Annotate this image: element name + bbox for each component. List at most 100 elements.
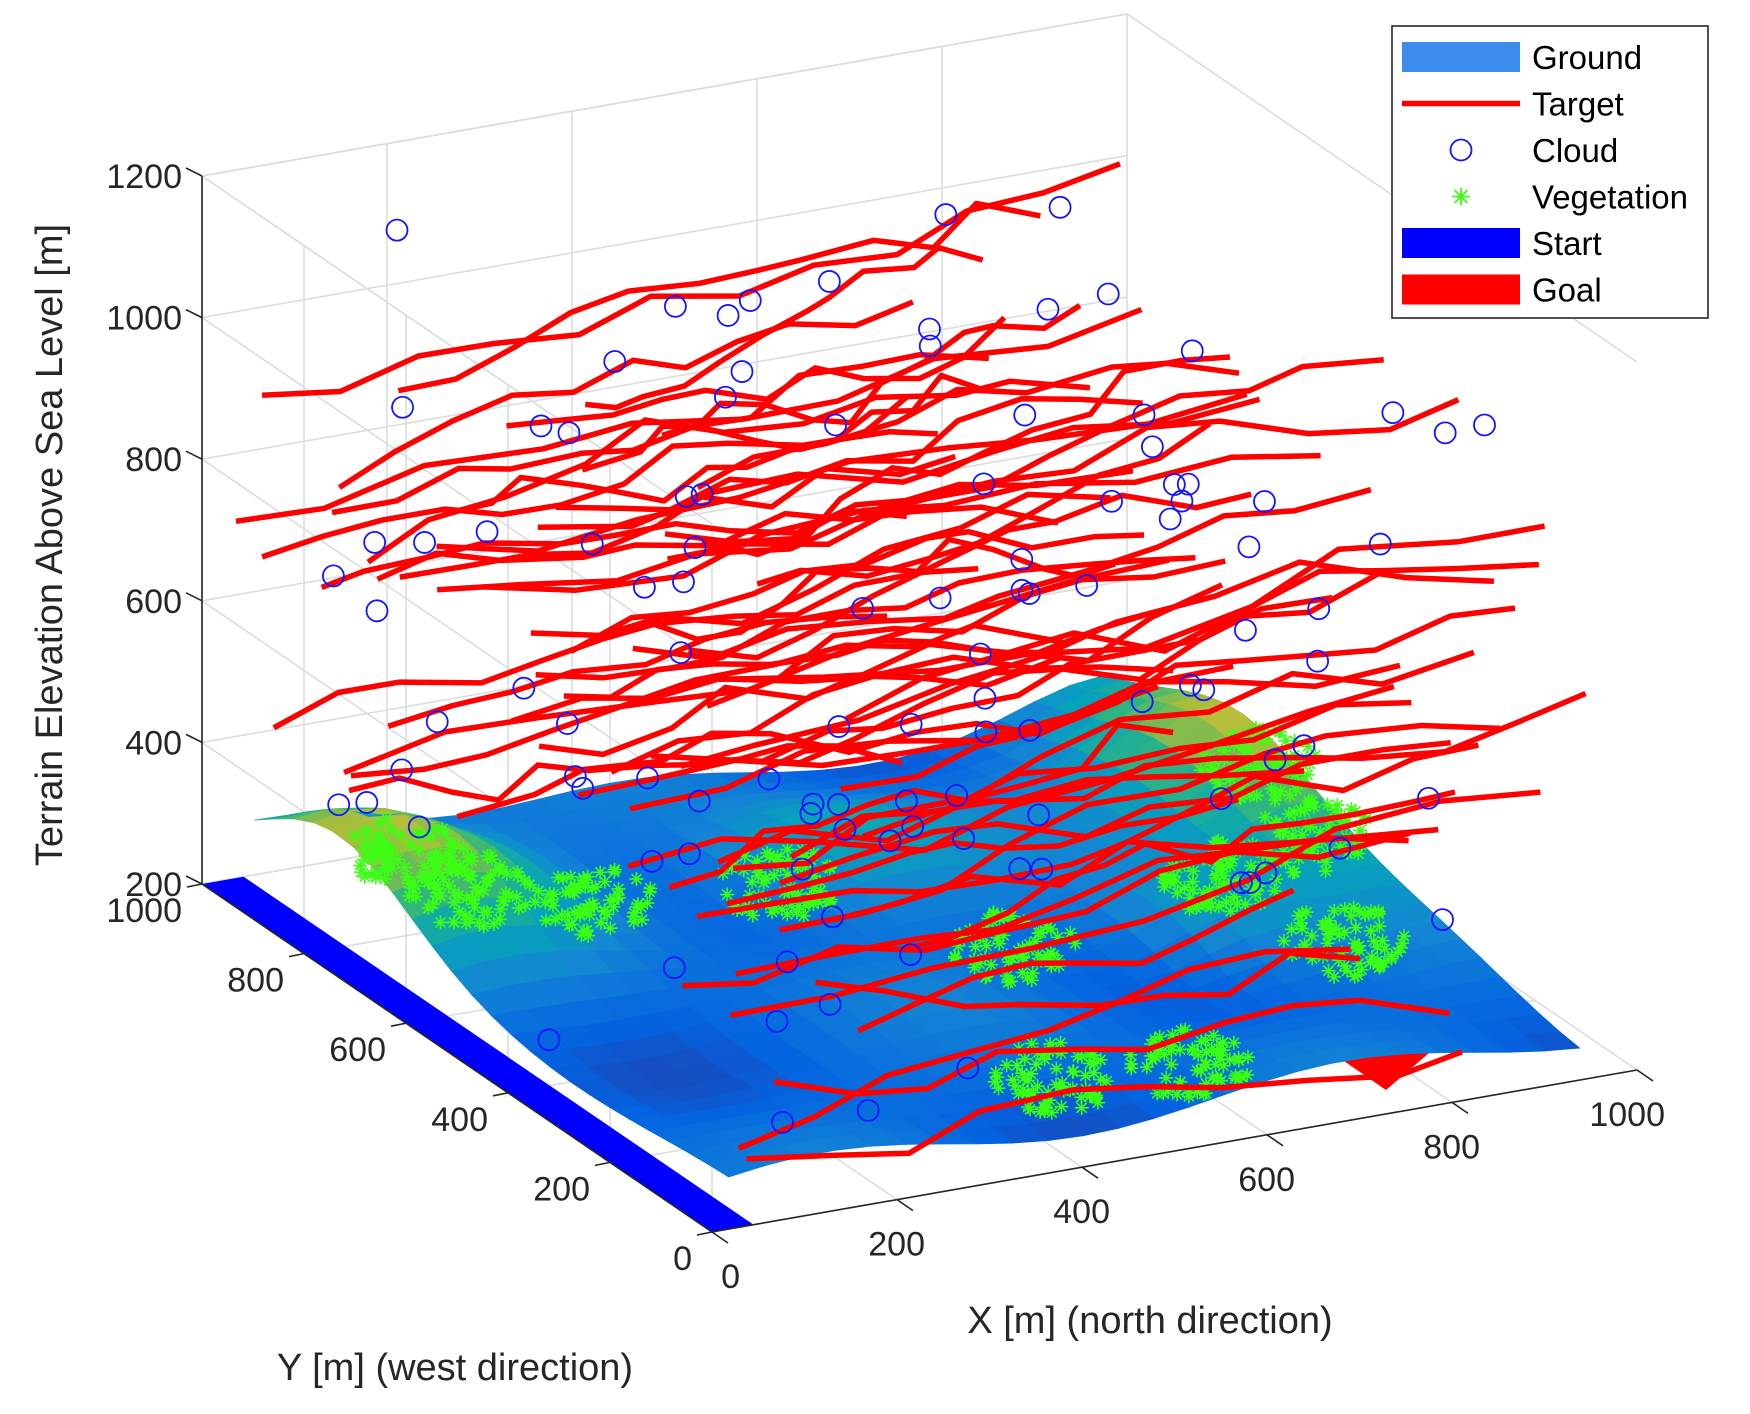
- vegetation-marker: [593, 865, 608, 880]
- vegetation-marker: [443, 862, 458, 877]
- target-line: [569, 528, 1145, 654]
- vegetation-marker: [379, 811, 394, 826]
- vegetation-marker: [565, 884, 580, 899]
- vegetation-marker: [1166, 869, 1181, 884]
- vegetation-marker: [1305, 951, 1320, 966]
- cloud-marker: [1433, 421, 1457, 445]
- vegetation-marker: [1004, 909, 1019, 924]
- vegetation-marker: [548, 912, 563, 927]
- vegetation-marker: [1191, 1047, 1206, 1062]
- grid-line: [201, 154, 1128, 319]
- x-axis-label: X [m] (north direction): [967, 1300, 1332, 1342]
- vegetation-marker: [1373, 959, 1388, 974]
- vegetation-marker: [1282, 788, 1297, 803]
- y-tick-mark: [186, 883, 203, 888]
- vegetation-marker: [770, 849, 785, 864]
- target-line: [779, 739, 1451, 886]
- vegetation-marker: [1170, 1087, 1185, 1102]
- z-tick-mark: [185, 167, 203, 177]
- target-line: [661, 303, 1082, 438]
- vegetation-marker: [1240, 1067, 1255, 1082]
- cloud-marker: [425, 710, 449, 734]
- cloud-marker: [636, 766, 659, 790]
- vegetation-marker: [1237, 747, 1252, 762]
- legend-item-ground: Ground: [1402, 39, 1642, 76]
- vegetation-marker: [1164, 1057, 1179, 1072]
- vegetation-marker: [1216, 1058, 1231, 1073]
- x-tick-label: 600: [1238, 1161, 1295, 1199]
- vegetation-marker: [358, 835, 373, 850]
- legend-label: Goal: [1532, 272, 1602, 309]
- vegetation-marker: [1334, 945, 1349, 960]
- vegetation-marker: [1231, 737, 1246, 752]
- cloud-marker: [1179, 673, 1202, 697]
- vegetation-marker: [1244, 858, 1258, 873]
- cloud-marker: [833, 818, 857, 841]
- target-line: [737, 946, 1351, 1151]
- vegetation-marker: [1170, 885, 1185, 900]
- start-region: [202, 876, 754, 1232]
- target-line: [235, 306, 1143, 525]
- cloud-marker: [801, 792, 825, 816]
- vegetation-marker: [1377, 942, 1392, 957]
- target-line: [840, 605, 1516, 792]
- vegetation-cluster: [1123, 1022, 1255, 1104]
- vegetation-marker: [1074, 1100, 1089, 1115]
- cloud-marker: [512, 676, 536, 700]
- vegetation-marker: [1036, 1100, 1051, 1115]
- vegetation-marker: [372, 816, 387, 831]
- vegetation-marker: [562, 918, 577, 933]
- vegetation-marker: [1353, 823, 1368, 838]
- target-line: [773, 997, 1450, 1097]
- legend-label: Cloud: [1532, 132, 1618, 169]
- legend-swatch: [1402, 228, 1520, 258]
- vegetation-marker: [1363, 904, 1378, 919]
- vegetation-marker: [1333, 840, 1348, 855]
- cloud-marker: [827, 715, 851, 738]
- vegetation-marker: [796, 908, 811, 923]
- vegetation-marker: [1039, 920, 1054, 935]
- vegetation-marker: [1228, 1068, 1243, 1083]
- vegetation-marker: [539, 913, 554, 928]
- cloud-marker: [956, 1056, 980, 1080]
- vegetation-marker: [626, 909, 641, 924]
- vegetation-marker: [400, 870, 415, 885]
- vegetation-marker: [1363, 955, 1378, 970]
- vegetation-marker: [1328, 803, 1343, 818]
- vegetation-marker: [1198, 1076, 1213, 1091]
- vegetation-marker: [1319, 855, 1334, 870]
- vegetation-marker: [1366, 934, 1381, 949]
- vegetation-marker: [353, 858, 368, 873]
- vegetation-marker: [1330, 798, 1345, 813]
- vegetation-marker: [365, 852, 380, 867]
- vegetation-marker: [629, 872, 644, 887]
- vegetation-marker: [1320, 797, 1335, 812]
- cloud-marker: [1368, 532, 1392, 556]
- vegetation-marker: [1318, 864, 1333, 879]
- vegetation-marker: [1219, 894, 1234, 909]
- vegetation-marker: [1249, 877, 1264, 892]
- vegetation-marker: [1372, 919, 1387, 934]
- vegetation-marker: [1344, 909, 1359, 924]
- vegetation-marker: [1190, 1063, 1205, 1078]
- vegetation-marker: [582, 897, 597, 912]
- vegetation-marker: [1209, 856, 1224, 871]
- vegetation-marker: [1371, 906, 1386, 921]
- vegetation-marker: [1173, 1074, 1188, 1089]
- vegetation-marker: [610, 888, 625, 903]
- vegetation-marker: [1022, 937, 1037, 952]
- cloud-marker: [973, 686, 997, 710]
- vegetation-marker: [1029, 1057, 1044, 1072]
- y-axis-label: Y [m] (west direction): [277, 1347, 633, 1389]
- z-tick-label: 600: [125, 583, 182, 621]
- legend-item-vegetation: Vegetation: [1452, 179, 1688, 216]
- cloud-marker: [529, 414, 553, 438]
- vegetation-marker: [784, 898, 799, 913]
- vegetation-marker: [999, 1058, 1014, 1073]
- vegetation-marker: [1016, 1082, 1030, 1097]
- vegetation-marker: [1006, 949, 1021, 964]
- legend-item-target: Target: [1402, 86, 1624, 123]
- vegetation-marker: [1099, 1074, 1114, 1089]
- vegetation-marker: [585, 896, 600, 911]
- vegetation-marker: [416, 869, 431, 884]
